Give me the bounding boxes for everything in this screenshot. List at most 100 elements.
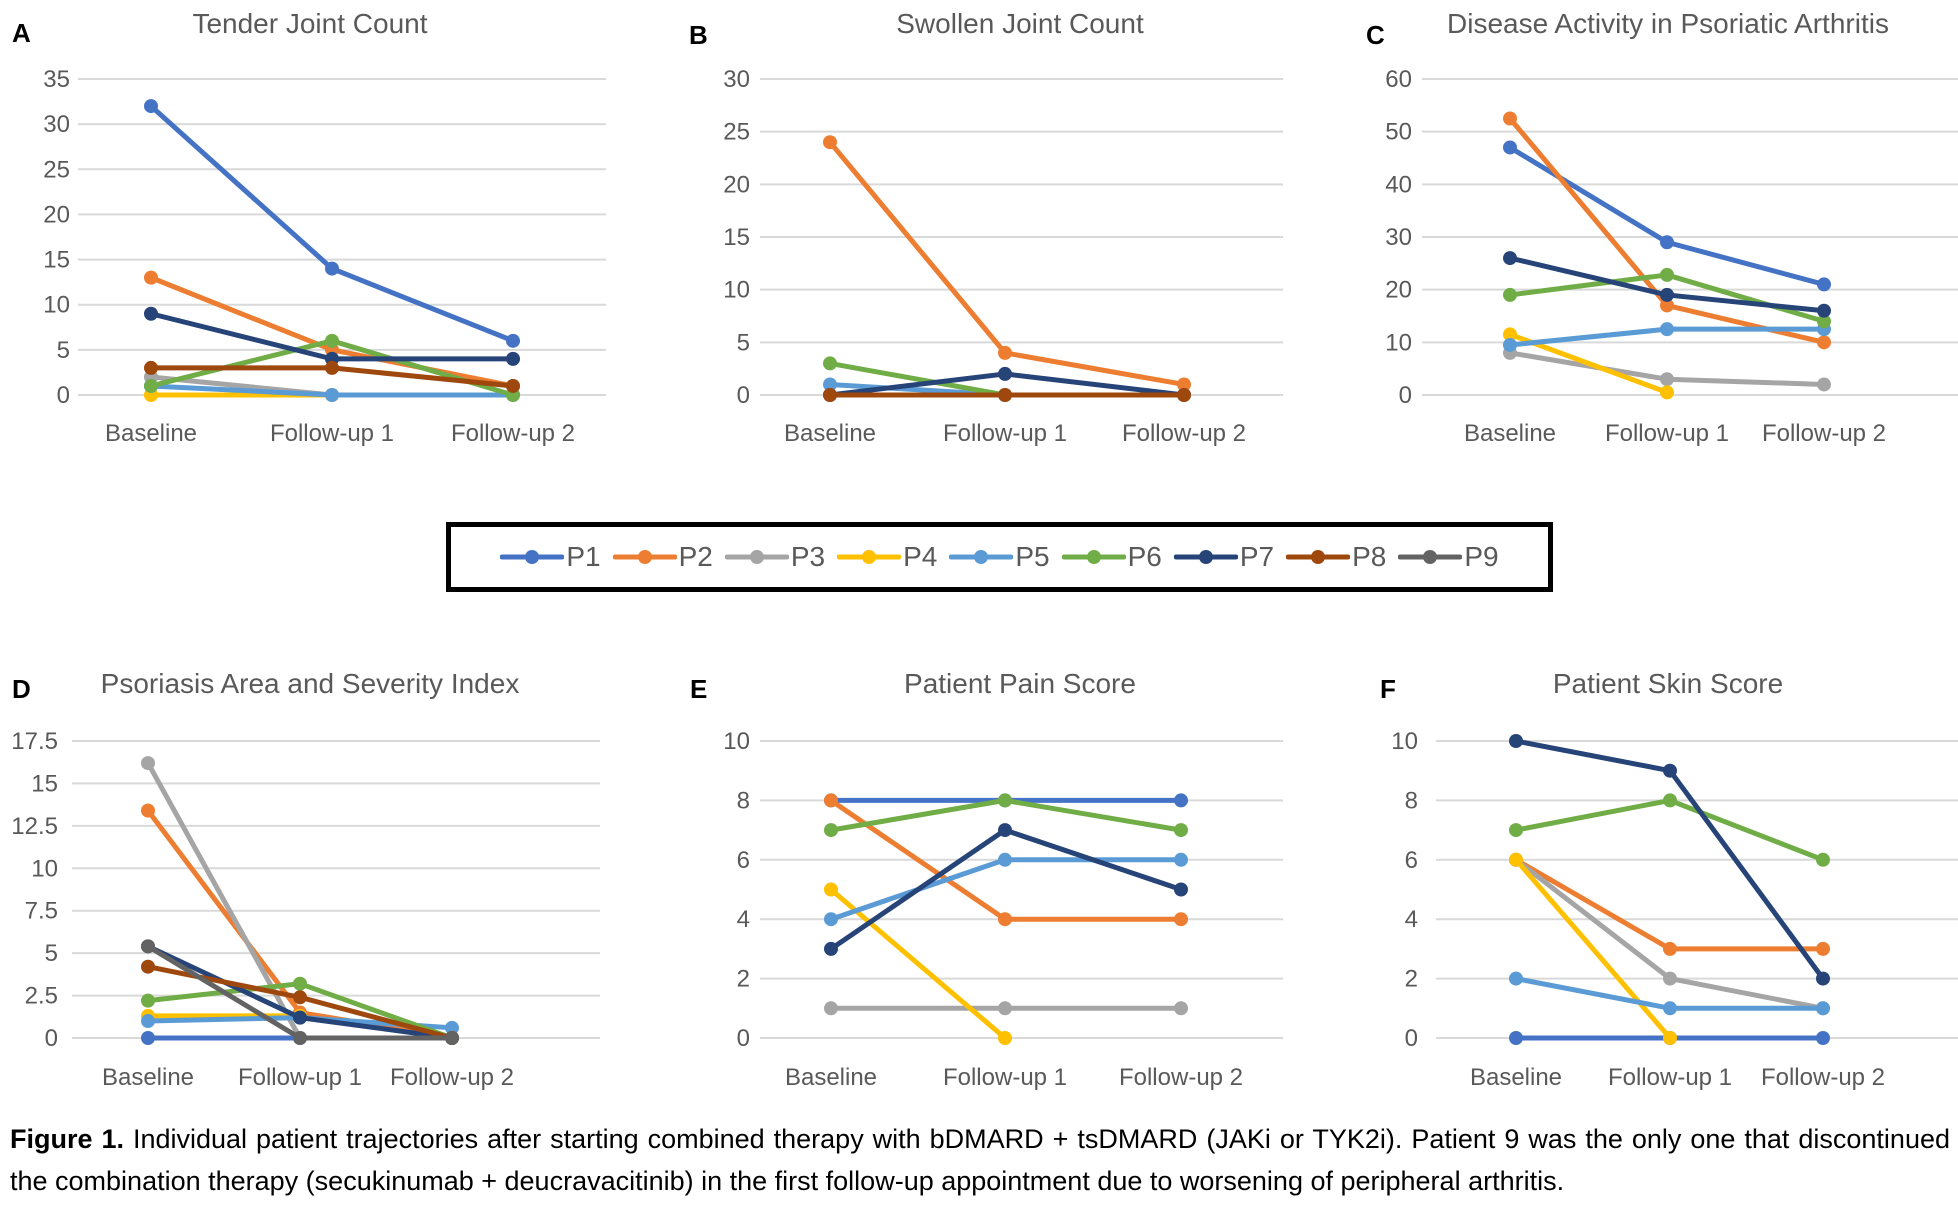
legend-marker-icon (1173, 550, 1238, 564)
data-point (1174, 882, 1188, 897)
data-point (144, 306, 158, 321)
series-line (829, 360, 1006, 398)
series-p1 (141, 1031, 307, 1045)
data-point (1817, 277, 1831, 292)
data-point (1509, 971, 1523, 986)
y-tick-label: 0 (1405, 1025, 1418, 1052)
y-tick-label: 0 (737, 1025, 750, 1052)
data-point (141, 756, 155, 771)
series-line (1515, 797, 1824, 863)
data-point (325, 388, 339, 402)
legend-marker-icon (724, 550, 789, 564)
legend-marker-icon (1061, 550, 1126, 564)
data-point (1663, 941, 1677, 956)
data-point (506, 333, 520, 348)
y-tick-label: 25 (43, 156, 70, 183)
data-point (506, 378, 520, 393)
data-point (293, 1010, 307, 1025)
series-p8 (823, 388, 1191, 402)
series-p3 (824, 1001, 1188, 1016)
data-point (445, 1020, 459, 1035)
data-point (1663, 1001, 1677, 1016)
data-point (293, 990, 307, 1005)
legend-dot (974, 550, 989, 564)
data-point (144, 378, 158, 393)
panel-letter: F (1380, 674, 1396, 704)
y-tick-label: 10 (31, 855, 58, 882)
data-point (824, 823, 838, 838)
legend-marker-icon (837, 550, 902, 564)
data-point (144, 360, 158, 375)
series-p7 (1509, 734, 1830, 986)
x-category-label: Follow-up 2 (390, 1064, 514, 1091)
y-tick-label: 2.5 (25, 983, 58, 1010)
legend-item: P9 (1398, 541, 1499, 573)
caption-label: Figure 1. (10, 1124, 124, 1154)
data-point (1660, 267, 1674, 282)
data-point (1174, 793, 1188, 808)
y-tick-label: 50 (1385, 119, 1412, 146)
data-point (1816, 1001, 1830, 1016)
data-point (1509, 852, 1523, 867)
data-point (1503, 337, 1517, 352)
chart-swollen-joint-count: B Swollen Joint Count 0 5 10 15 20 25 30 Baseli… (680, 0, 1320, 460)
legend-label: P8 (1352, 541, 1387, 572)
legend-dot (749, 550, 764, 564)
data-point (824, 912, 838, 927)
chart-title: Tender Joint Count (192, 8, 428, 39)
data-point (1660, 372, 1674, 387)
series-line (1514, 857, 1823, 952)
chart-pain-score: E Patient Pain Score 0 2 4 6 8 10 Baseline Foll… (680, 660, 1320, 1100)
data-point (1663, 793, 1677, 808)
y-tick-label: 2 (737, 966, 750, 993)
series-p4 (824, 882, 1012, 1045)
data-point (824, 941, 838, 956)
data-point (1660, 287, 1674, 302)
data-point (1177, 388, 1191, 402)
y-tick-label: 0 (737, 382, 750, 409)
chart-title: Patient Pain Score (904, 668, 1136, 699)
legend-item: P5 (949, 541, 1050, 573)
series-p2 (823, 135, 1191, 392)
data-point (1177, 377, 1191, 392)
data-point (1509, 1031, 1523, 1045)
data-point (824, 1001, 838, 1016)
data-point (325, 360, 339, 375)
y-tick-label: 8 (737, 787, 750, 814)
series-p4 (1509, 852, 1677, 1045)
y-tick-label: 30 (723, 66, 750, 93)
chart-disease-activity: C Disease Activity in Psoriatic Arthriti… (1358, 0, 1958, 460)
data-point (506, 351, 520, 366)
data-point (998, 366, 1012, 381)
y-tick-label: 5 (45, 940, 58, 967)
x-category-label: Follow-up 2 (1122, 420, 1246, 447)
data-point (998, 793, 1012, 808)
data-point (1509, 734, 1523, 748)
legend-dot (637, 550, 652, 564)
data-point (144, 99, 158, 114)
data-point (1816, 852, 1830, 867)
data-point (1663, 1031, 1677, 1045)
legend-label: P9 (1464, 541, 1499, 572)
data-point (1503, 111, 1517, 126)
chart-title: Psoriasis Area and Severity Index (100, 668, 520, 699)
series-p5 (1509, 971, 1830, 1016)
legend-marker-icon (500, 550, 565, 564)
data-point (823, 135, 837, 150)
y-tick-label: 15 (723, 224, 750, 251)
data-point (1174, 823, 1188, 838)
data-point (1816, 971, 1830, 986)
series-p7 (824, 823, 1188, 956)
legend-marker-icon (612, 550, 677, 564)
data-point (1509, 823, 1523, 838)
legend-dot (1198, 550, 1213, 564)
y-tick-label: 10 (1391, 728, 1418, 755)
y-tick-label: 40 (1385, 171, 1412, 198)
series-p3 (1503, 345, 1831, 392)
legend-marker-icon (1286, 550, 1351, 564)
data-point (325, 261, 339, 276)
data-point (1174, 912, 1188, 927)
series-p5 (824, 852, 1188, 927)
panel-letter: A (12, 18, 31, 48)
y-tick-label: 30 (1385, 224, 1412, 251)
